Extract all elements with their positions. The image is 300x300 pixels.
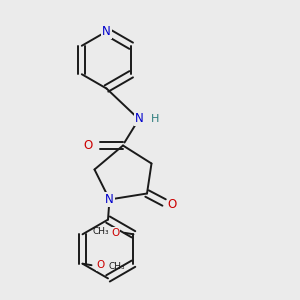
Text: H: H xyxy=(151,113,159,124)
Text: O: O xyxy=(111,228,120,238)
Text: O: O xyxy=(96,260,105,270)
Text: N: N xyxy=(105,193,114,206)
Text: CH₃: CH₃ xyxy=(92,227,109,236)
Text: N: N xyxy=(102,25,111,38)
Text: CH₃: CH₃ xyxy=(109,262,125,271)
Text: O: O xyxy=(168,197,177,211)
Text: N: N xyxy=(135,112,144,125)
Text: O: O xyxy=(84,139,93,152)
